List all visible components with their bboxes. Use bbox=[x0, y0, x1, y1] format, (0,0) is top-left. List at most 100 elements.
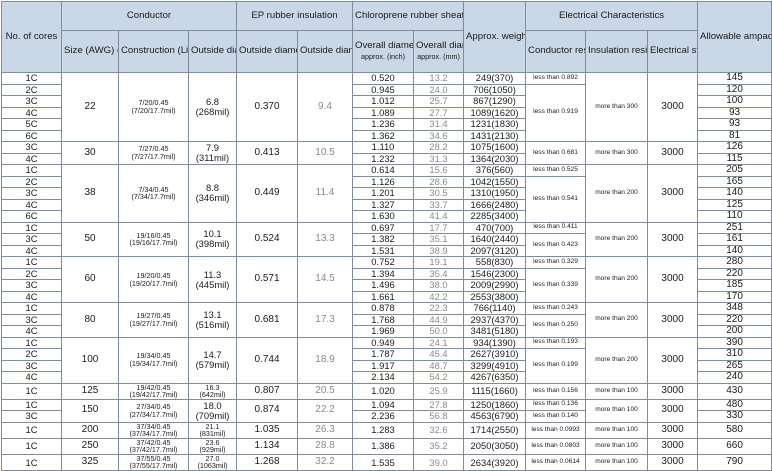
cell-sh-mm: 19.1 bbox=[413, 256, 465, 269]
header-strength: Electrical strength (V/1min.) bbox=[647, 30, 699, 73]
table-row: 6C 1.362 34.6 1431(2130) 81 bbox=[1, 129, 772, 142]
table-row: 2C 0.945 24.0 706(1050) less than 0.919 120 bbox=[1, 83, 772, 142]
cell-weight: 249(370) bbox=[463, 72, 527, 85]
header-cores: No. of cores bbox=[1, 1, 62, 73]
cell-cores: 6C bbox=[1, 129, 62, 142]
cell-cores: 6C bbox=[1, 210, 62, 223]
cell-weight: 2634(3920) bbox=[463, 453, 527, 471]
header-ep-od-inch: Outside diameter (inch) bbox=[236, 30, 298, 73]
cell-ep-mm: 17.3 bbox=[296, 302, 354, 338]
cell-size: 80 bbox=[61, 302, 119, 338]
cell-weight: 1310(1950) bbox=[463, 187, 527, 200]
cell-strength: 3000 bbox=[647, 421, 699, 439]
cell-sh-mm: 35.2 bbox=[413, 437, 465, 455]
table-row: 3C 30 7/27/0.45 (7/27/17.7mil) 7.9 (311mil) 0.… bbox=[1, 141, 772, 165]
cell-sh-inch: 0.752 bbox=[352, 256, 415, 269]
cell-ampacity: 660 bbox=[697, 437, 772, 455]
cell-weight: 1089(1620) bbox=[463, 106, 527, 119]
cell-sh-mm: 25.9 bbox=[413, 382, 465, 400]
cell-sh-inch: 1.768 bbox=[352, 313, 415, 326]
cell-ep-inch: 0.744 bbox=[236, 336, 298, 384]
cell-sh-inch: 1.394 bbox=[352, 267, 415, 280]
cell-sh-inch: 1.630 bbox=[352, 210, 415, 223]
cell-size: 22 bbox=[61, 72, 119, 142]
cell-sh-inch: 2.134 bbox=[352, 371, 415, 384]
cell-cores: 4C bbox=[1, 325, 62, 338]
cell-sh-inch: 1.382 bbox=[352, 233, 415, 246]
cell-cond-od: 7.9 (311mil) bbox=[188, 141, 237, 165]
cell-weight: 1231(1830) bbox=[463, 118, 527, 131]
cell-construction: 37/55/0.45 (37/55/17.7mil) bbox=[118, 453, 189, 471]
header-conductor: Conductor bbox=[61, 1, 237, 31]
cell-sh-inch: 1.110 bbox=[352, 141, 415, 154]
cell-sh-inch: 1.787 bbox=[352, 348, 415, 361]
cell-ep-inch: 0.370 bbox=[236, 72, 298, 142]
cell-ampacity: 185 bbox=[697, 279, 772, 292]
cell-insulation: more than 200 bbox=[585, 336, 649, 384]
cell-sh-inch: 0.614 bbox=[352, 164, 415, 177]
cell-cond-od: 6.8 (268mil) bbox=[188, 72, 237, 142]
cell-weight: 470(700) bbox=[463, 221, 527, 234]
cell-sh-mm: 35.1 bbox=[413, 233, 465, 246]
cell-ampacity: 330 bbox=[697, 410, 772, 423]
cell-sh-inch: 1.201 bbox=[352, 187, 415, 200]
cell-resistance: less than 0.919 bbox=[525, 83, 587, 142]
cell-ep-inch: 0.571 bbox=[236, 256, 298, 303]
cell-sh-inch: 1.362 bbox=[352, 129, 415, 142]
table-row: 1C 200 37/34/0.45 (37/34/17.7mil) 21.1 (831mi… bbox=[1, 421, 772, 439]
cell-sh-mm: 34.6 bbox=[413, 129, 465, 142]
cell-ep-inch: 0.874 bbox=[236, 398, 298, 423]
cell-sh-mm: 30.5 bbox=[413, 187, 465, 200]
cell-weight: 558(830) bbox=[463, 256, 527, 269]
cell-resistance: less than 0.140 bbox=[525, 410, 587, 423]
cell-ep-inch: 0.524 bbox=[236, 221, 298, 257]
cell-sh-mm: 13.2 bbox=[413, 72, 465, 85]
cell-sh-inch: 1.496 bbox=[352, 279, 415, 292]
cell-sh-inch: 1.917 bbox=[352, 359, 415, 372]
cell-construction: 19/42/0.45 (19/42/17.7mil) bbox=[118, 382, 189, 400]
cell-cores: 3C bbox=[1, 279, 62, 292]
cell-ampacity: 140 bbox=[697, 187, 772, 200]
cell-resistance: less than 0.525 bbox=[525, 164, 587, 177]
cell-cores: 4C bbox=[1, 244, 62, 257]
cell-cond-od: 16.3 (642mil) bbox=[188, 382, 237, 400]
table-row: 1C 250 37/42/0.45 (37/42/17.7mil) 23.6 (929mi… bbox=[1, 437, 772, 455]
cell-sh-mm: 38.0 bbox=[413, 279, 465, 292]
cell-sh-mm: 50.0 bbox=[413, 325, 465, 338]
cell-construction: 7/20/0.45 (7/20/17.7mil) bbox=[118, 72, 189, 142]
cell-weight: 1115(1660) bbox=[463, 382, 527, 400]
cell-strength: 3000 bbox=[647, 437, 699, 455]
cell-insulation: more than 100 bbox=[585, 382, 649, 400]
cell-resistance: less than 0.136 bbox=[525, 398, 587, 412]
cell-sh-inch: 0.697 bbox=[352, 221, 415, 234]
cell-weight: 1075(1600) bbox=[463, 141, 527, 154]
cell-cores: 1C bbox=[1, 221, 62, 234]
cell-ampacity: 140 bbox=[697, 244, 772, 257]
cell-ep-mm: 13.3 bbox=[296, 221, 354, 257]
cell-cond-od: 8.8 (346mil) bbox=[188, 164, 237, 223]
cell-sh-mm: 15.6 bbox=[413, 164, 465, 177]
cell-size: 60 bbox=[61, 256, 119, 303]
cell-weight: 3299(4910) bbox=[463, 359, 527, 372]
cell-weight: 1250(1860) bbox=[463, 398, 527, 412]
cell-size: 250 bbox=[61, 437, 119, 455]
cell-sh-mm: 24.1 bbox=[413, 336, 465, 349]
cell-ampacity: 580 bbox=[697, 421, 772, 439]
header-sh-od-inch: Overall diameterapprox. (inch) bbox=[352, 30, 415, 73]
cell-ampacity: 220 bbox=[697, 267, 772, 280]
cell-sh-mm: 27.7 bbox=[413, 106, 465, 119]
cell-sh-mm: 48.7 bbox=[413, 359, 465, 372]
cell-weight: 2627(3910) bbox=[463, 348, 527, 361]
cell-ampacity: 170 bbox=[697, 290, 772, 303]
cell-weight: 4563(6790) bbox=[463, 410, 527, 423]
cell-ampacity: 240 bbox=[697, 371, 772, 384]
cell-insulation: more than 200 bbox=[585, 302, 649, 338]
header-elec: Electrical Characteristics bbox=[525, 1, 699, 31]
cell-ampacity: 100 bbox=[697, 95, 772, 108]
table-row: 2C 1.787 45.4 2627(3910) less than 0.199 310 bbox=[1, 348, 772, 384]
cell-cores: 4C bbox=[1, 371, 62, 384]
table-body: 1C 22 7/20/0.45 (7/20/17.7mil) 6.8 (268mil) 0.… bbox=[1, 72, 772, 471]
cell-strength: 3000 bbox=[647, 141, 699, 165]
cell-cores: 1C bbox=[1, 421, 62, 439]
cell-resistance: less than 0.681 bbox=[525, 141, 587, 165]
